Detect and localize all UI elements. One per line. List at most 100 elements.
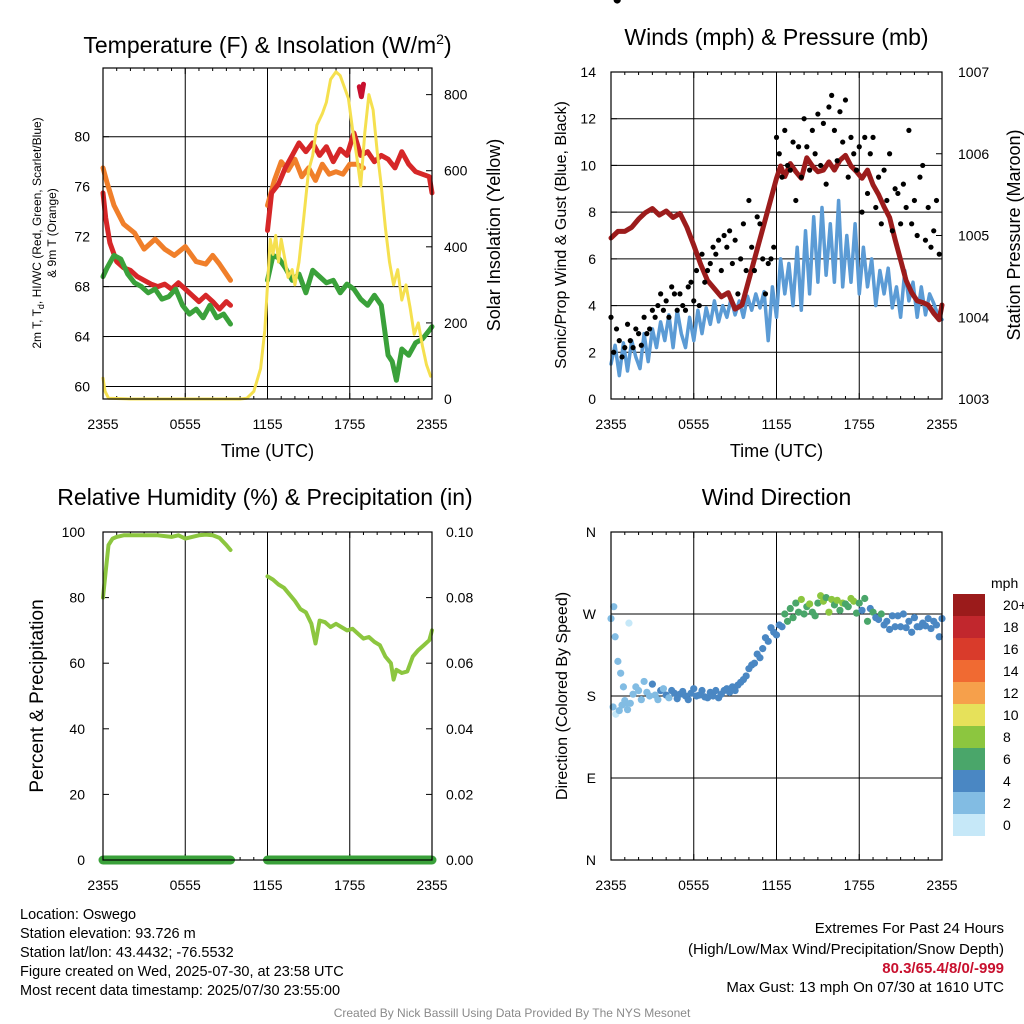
wind-direction-point [894, 612, 902, 620]
rh-line [101, 532, 233, 600]
y2-tick-label: 0 [444, 391, 452, 407]
plot-border [610, 531, 943, 861]
gust-point [809, 127, 815, 133]
wind-direction-point [665, 694, 673, 702]
gust-point [740, 221, 747, 227]
y2-tick-label: 400 [444, 239, 468, 255]
legend-swatch [953, 814, 985, 836]
gust-point [699, 251, 705, 257]
gust-point [884, 197, 890, 204]
wind-direction-point [921, 622, 930, 630]
y-tick-label: 68 [74, 279, 90, 295]
gust-point [707, 260, 713, 267]
winds-pressure-panel: 2355 0555 1155 1755 2355 0 2 4 6 8 10 12 14 1003 1004 1… [553, 24, 1024, 461]
gust-point [666, 314, 672, 320]
gust-point [903, 204, 909, 211]
gust-point [848, 134, 854, 140]
y-tick-label: N [586, 852, 596, 868]
wind-direction-point [756, 654, 764, 662]
wind-direction-point [619, 683, 628, 691]
gust-point [724, 244, 730, 250]
gust-point [682, 307, 689, 313]
y-tick-label: N [586, 524, 596, 540]
wind-direction-point [877, 610, 885, 618]
y2-tick-label: 1004 [958, 309, 989, 325]
x-tick-label: 0555 [678, 877, 709, 893]
y-tick-label: E [587, 770, 596, 786]
gust-point [895, 190, 901, 197]
y-axis-label: Sonic/Prop Wind & Gust (Blue, Black) [553, 101, 570, 369]
gust-point [917, 174, 923, 180]
gust-point [760, 256, 766, 262]
x-tick-label: 2355 [595, 416, 626, 432]
rh-line [265, 574, 434, 682]
wind-direction-point [861, 594, 869, 603]
legend-title: mph [991, 575, 1018, 591]
gust-point [630, 345, 636, 351]
y-tick-label: 80 [74, 129, 90, 145]
gust-point [729, 260, 735, 267]
gust-point [776, 151, 782, 157]
wind-direction-point [883, 617, 891, 625]
gust-point [826, 104, 832, 110]
gust-point [635, 331, 642, 337]
gust-point [870, 134, 876, 140]
gust-point [892, 186, 898, 192]
wind-direction-point [622, 699, 630, 707]
wind-direction-point [742, 672, 750, 680]
extremes-values: 80.3/65.4/8/0/-999 [882, 960, 1004, 977]
wind-direction-point [811, 612, 819, 620]
wind-direction-point [750, 659, 759, 667]
gust-point [831, 127, 838, 133]
wind-direction-point [634, 686, 643, 695]
gust-point [762, 291, 769, 297]
y2-tick-label: 1007 [958, 64, 989, 80]
legend-swatch [953, 792, 985, 814]
gust-point [925, 204, 931, 211]
chart-title: Relative Humidity (%) & Precipitation (i… [57, 484, 472, 510]
gust-point [936, 251, 942, 257]
wind-direction-point [891, 623, 899, 631]
gust-point [878, 221, 884, 227]
gust-point [638, 342, 644, 348]
wind-direction-point [614, 657, 622, 665]
wind-direction-point [698, 686, 706, 695]
gust-point [829, 92, 835, 98]
x-tick-label: 0555 [170, 877, 201, 893]
wind-direction-point [709, 692, 717, 700]
legend-label: 18 [1003, 619, 1019, 635]
legend-swatch [953, 594, 985, 616]
y2-tick-label: 1005 [958, 228, 989, 244]
chart-title: Wind Direction [702, 484, 852, 510]
wind-direction-point [800, 610, 808, 618]
chart-title: Winds (mph) & Pressure (mb) [624, 24, 928, 50]
wind-direction-point [659, 685, 668, 693]
legend-swatch [953, 748, 985, 770]
gust-point [898, 221, 904, 227]
y-tick-label: 8 [588, 204, 596, 220]
wind-direction-point [797, 595, 805, 604]
gust-point [622, 345, 628, 351]
gust-point [660, 307, 667, 313]
title-text: Temperature (F) & Insolation (W/m [83, 32, 436, 58]
x-tick-label: 1755 [334, 877, 365, 893]
wind-direction-point [786, 604, 794, 613]
wind-direction-point [726, 688, 734, 696]
x-tick-label: 2355 [595, 877, 626, 893]
wind-direction-point [646, 692, 654, 700]
y-tick-label: 60 [74, 379, 90, 395]
x-axis-label: Time (UTC) [221, 441, 314, 461]
gust-point [906, 127, 912, 133]
extremes-title: Extremes For Past 24 Hours [814, 920, 1004, 937]
station-latlon: Station lat/lon: 43.4432; -76.5532 [20, 945, 234, 961]
gust-point [751, 267, 758, 274]
wind-direction-point [654, 696, 662, 704]
wind-direction-point [792, 599, 800, 607]
speed-legend: mph 20+ 18 16 14 12 10 8 6 4 2 0 [953, 575, 1024, 836]
gust-point [702, 279, 708, 285]
gust-point [798, 174, 804, 180]
max-gust: Max Gust: 13 mph On 07/30 at 1610 UTC [726, 979, 1004, 996]
wind-direction-point [778, 623, 786, 631]
legend-swatch [953, 726, 985, 748]
wind-direction-point [610, 603, 618, 611]
